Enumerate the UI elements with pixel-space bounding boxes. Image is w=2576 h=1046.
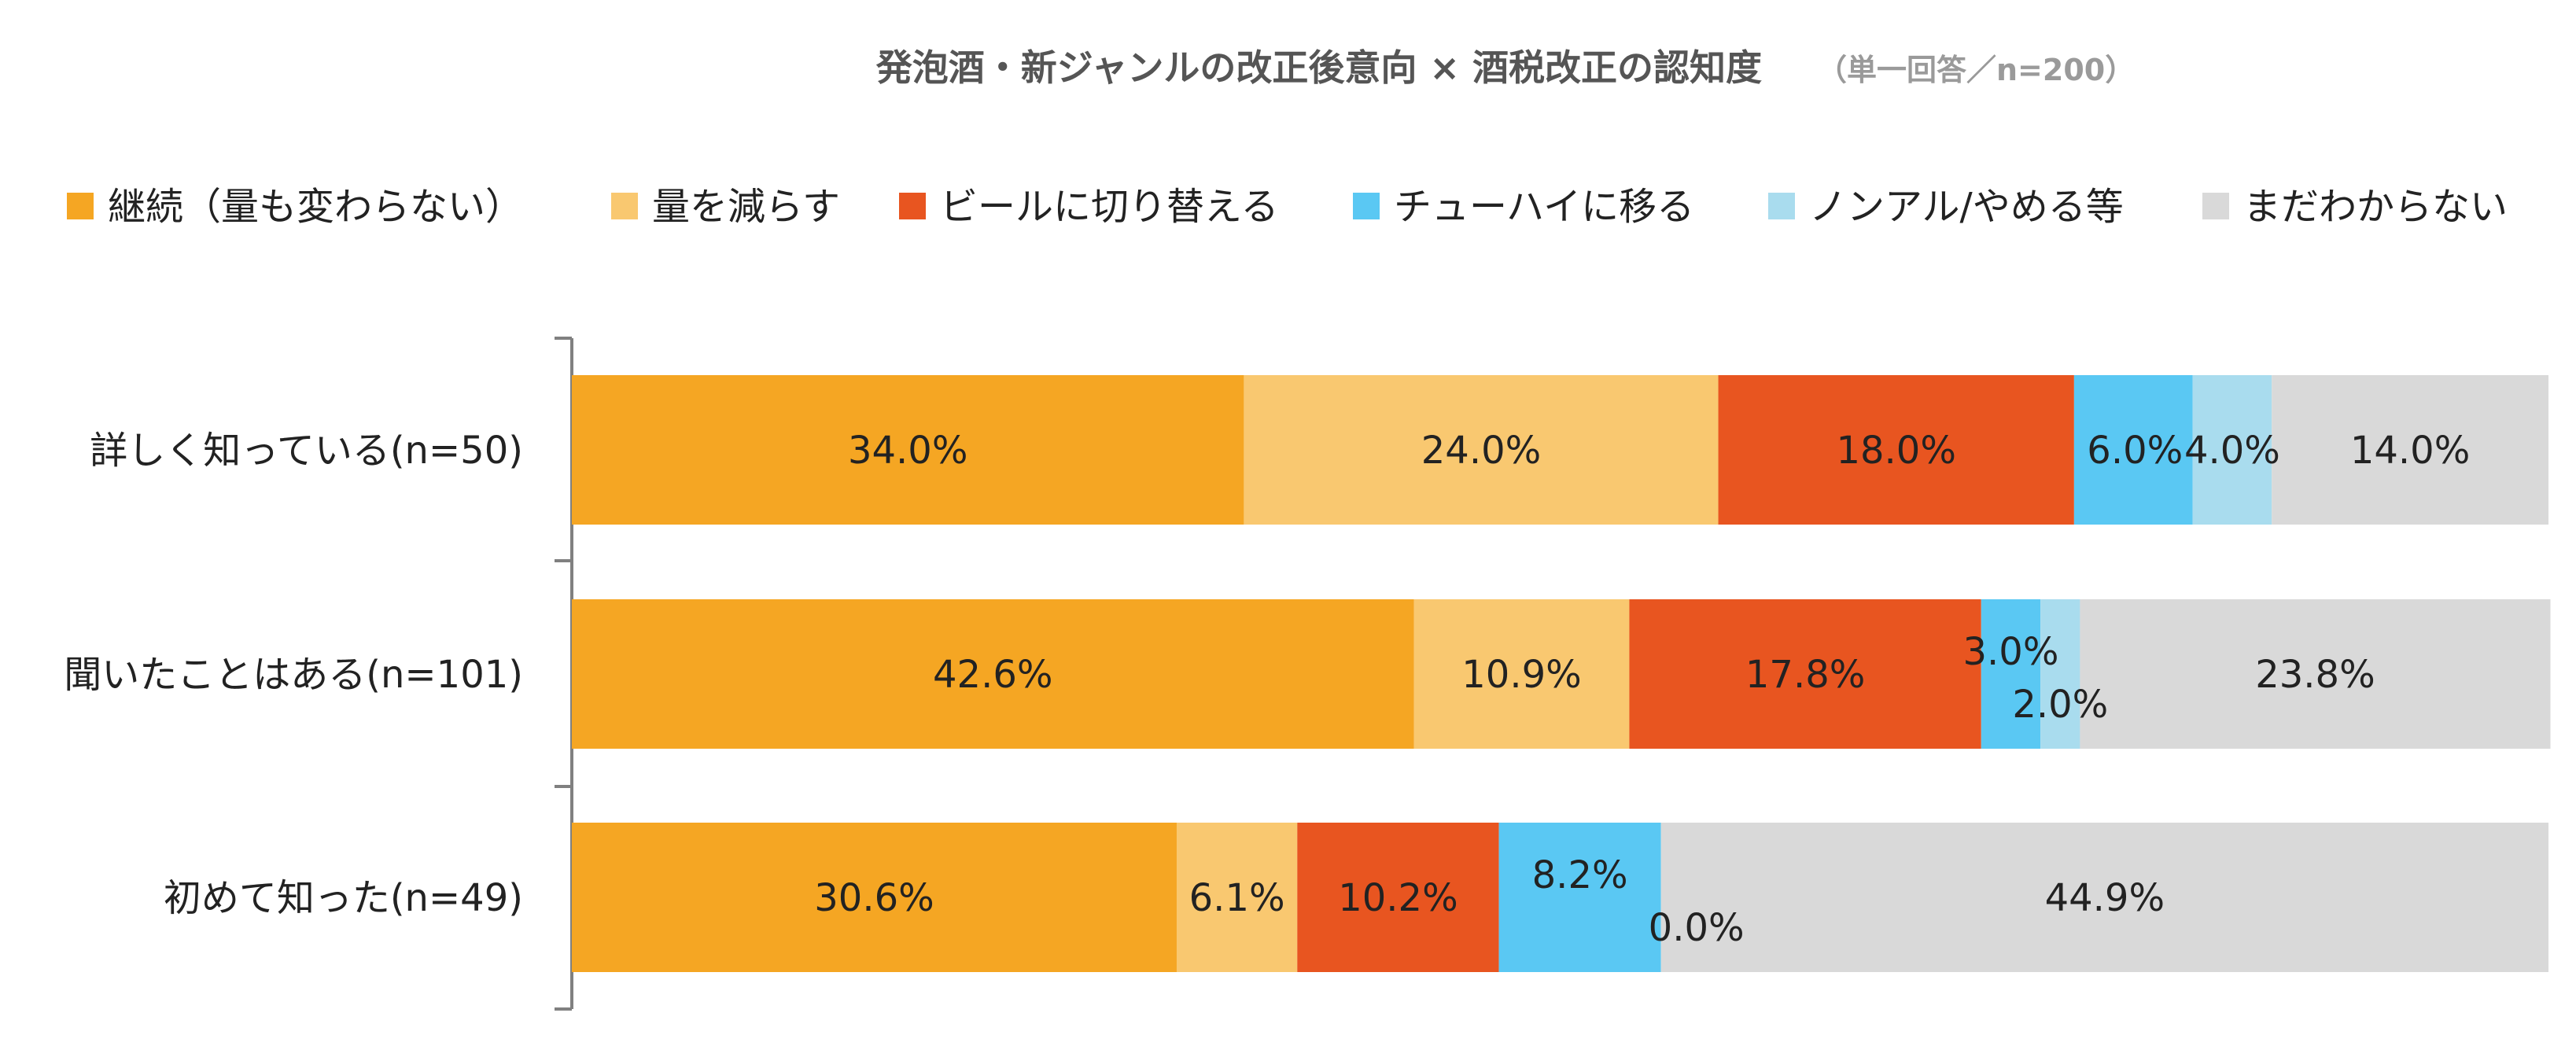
category-label: 聞いたことはある(n=101)	[64, 653, 523, 697]
value-label: 6.0%	[2087, 429, 2183, 473]
bar-segment	[1660, 823, 2548, 972]
legend-swatch	[611, 193, 638, 219]
value-label: 14.0%	[2350, 429, 2470, 473]
value-label: 10.2%	[1338, 876, 1458, 920]
value-label: 8.2%	[1532, 853, 1628, 897]
legend-label: ノンアル/やめる等	[1809, 185, 2124, 229]
value-label: 10.9%	[1461, 653, 1581, 697]
legend-swatch	[1768, 193, 1795, 219]
value-label: 3.0%	[1962, 630, 2058, 674]
value-label: 17.8%	[1745, 653, 1865, 697]
bar-segment	[2073, 375, 2193, 525]
value-label: 34.0%	[848, 429, 967, 473]
legend-label: チューハイに移る	[1394, 185, 1694, 229]
legend-label: 継続（量も変わらない）	[108, 185, 523, 229]
legend-label: 量を減らす	[652, 185, 840, 229]
value-label: 24.0%	[1421, 429, 1541, 473]
value-label: 2.0%	[2012, 683, 2108, 727]
bar-segment	[2080, 599, 2551, 749]
bar-segment	[1244, 375, 1719, 525]
value-label: 18.0%	[1836, 429, 1955, 473]
value-label: 4.0%	[2184, 429, 2280, 473]
category-labels: 詳しく知っている(n=50) 聞いたことはある(n=101) 初めて知った(n=49…	[64, 429, 523, 920]
value-label: 44.9%	[2045, 876, 2165, 920]
bar-segment	[1629, 599, 1981, 749]
value-label: 30.6%	[814, 876, 934, 920]
legend: 継続（量も変わらない） 量を減らす ビールに切り替える チューハイに移る ノンアル/やめ…	[67, 185, 2508, 229]
value-label: 23.8%	[2255, 653, 2375, 697]
category-label: 初めて知った(n=49)	[164, 876, 523, 920]
value-label: 6.1%	[1189, 876, 1285, 920]
bar-segment	[1498, 823, 1661, 972]
legend-swatch	[1353, 193, 1380, 219]
legend-swatch	[899, 193, 926, 219]
legend-swatch	[67, 193, 94, 219]
bar-segment	[1297, 823, 1499, 972]
bars	[572, 375, 2551, 972]
bar-segment	[1176, 823, 1298, 972]
legend-label: ビールに切り替える	[940, 185, 1279, 229]
bar-segment	[2192, 375, 2272, 525]
category-label: 詳しく知っている(n=50)	[90, 429, 523, 473]
bar-segment	[1718, 375, 2074, 525]
category-axis	[555, 337, 573, 1011]
value-label: 0.0%	[1649, 906, 1745, 950]
bar-segment	[2040, 599, 2080, 749]
chart-title-group: 発泡酒・新ジャンルの改正後意向 × 酒税改正の認知度 （単一回答／n=200）	[876, 46, 2136, 89]
bar-segment	[572, 823, 1177, 972]
bar-segment	[572, 375, 1244, 525]
chart-title: 発泡酒・新ジャンルの改正後意向 × 酒税改正の認知度	[876, 46, 1762, 89]
value-label: 42.6%	[933, 653, 1052, 697]
value-labels: 34.0% 24.0% 18.0% 6.0% 4.0% 14.0% 42.6% 10.9% 17…	[814, 429, 2470, 950]
legend-label: まだわからない	[2243, 185, 2508, 229]
bar-segment	[1981, 599, 2041, 749]
bar-segment	[2272, 375, 2548, 525]
bar-segment	[572, 599, 1414, 749]
bar-segment	[1413, 599, 1630, 749]
chart-title-note: （単一回答／n=200）	[1817, 53, 2135, 87]
legend-swatch	[2202, 193, 2229, 219]
